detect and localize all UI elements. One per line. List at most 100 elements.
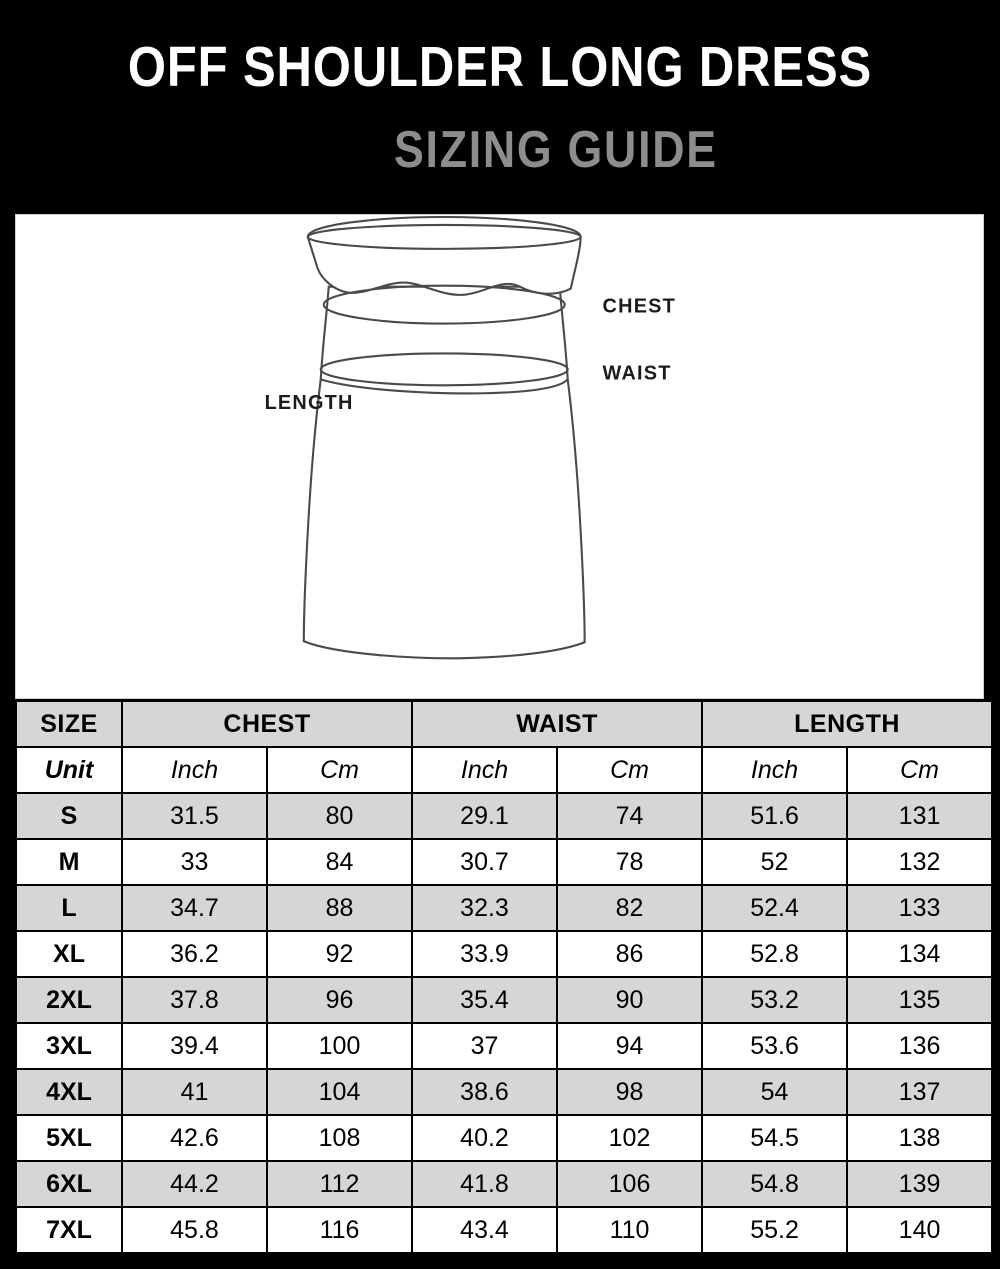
unit-length-cm: Cm	[846, 746, 994, 794]
length-cm-cell: 134	[846, 930, 994, 978]
unit-chest-inch: Inch	[121, 746, 268, 794]
size-cell: 7XL	[15, 1206, 123, 1254]
sizing-table-container: SIZE CHEST WAIST LENGTH Unit Inch Cm Inc…	[15, 700, 994, 1254]
waist-cm-cell: 110	[556, 1206, 704, 1254]
waist-inch-cell: 41.8	[411, 1160, 559, 1208]
dress-diagram: LENGTH CHEST WAIST	[265, 215, 676, 660]
table-body: S 31.5 80 29.1 74 51.6 131 M 33 84 30.7 78 52 132 L 34.…	[15, 792, 994, 1254]
waist-cm-cell: 102	[556, 1114, 704, 1162]
table-row: L 34.7 88 32.3 82 52.4 133	[15, 884, 994, 932]
unit-waist-inch: Inch	[411, 746, 559, 794]
chest-inch-cell: 34.7	[121, 884, 268, 932]
table-row: 5XL 42.6 108 40.2 102 54.5 138	[15, 1114, 994, 1162]
length-inch-cell: 52	[701, 838, 849, 886]
table-group-header-row: SIZE CHEST WAIST LENGTH	[15, 700, 994, 748]
waist-inch-cell: 37	[411, 1022, 559, 1070]
table-row: 2XL 37.8 96 35.4 90 53.2 135	[15, 976, 994, 1024]
header-chest: CHEST	[120, 700, 414, 748]
waist-inch-cell: 35.4	[411, 976, 559, 1024]
page-subtitle: SIZING GUIDE	[394, 121, 718, 179]
waist-inch-cell: 32.3	[411, 884, 559, 932]
waist-inch-cell: 33.9	[411, 930, 559, 978]
waist-cm-cell: 74	[556, 792, 704, 840]
chest-inch-cell: 45.8	[121, 1206, 268, 1254]
size-cell: 3XL	[15, 1022, 123, 1070]
chest-cm-cell: 116	[265, 1206, 414, 1254]
table-row: 7XL 45.8 116 43.4 110 55.2 140	[15, 1206, 994, 1254]
chest-inch-cell: 44.2	[121, 1160, 268, 1208]
length-inch-cell: 54	[701, 1068, 849, 1116]
length-inch-cell: 52.8	[701, 930, 849, 978]
size-cell: L	[15, 884, 123, 932]
chest-cm-cell: 104	[265, 1068, 414, 1116]
waist-cm-cell: 86	[556, 930, 704, 978]
chest-cm-cell: 100	[265, 1022, 414, 1070]
length-inch-cell: 55.2	[701, 1206, 849, 1254]
length-inch-cell: 53.6	[701, 1022, 849, 1070]
length-inch-cell: 52.4	[701, 884, 849, 932]
length-cm-cell: 137	[846, 1068, 994, 1116]
unit-waist-cm: Cm	[556, 746, 704, 794]
chest-inch-cell: 42.6	[121, 1114, 268, 1162]
length-cm-cell: 138	[846, 1114, 994, 1162]
chest-inch-cell: 39.4	[121, 1022, 268, 1070]
flounce-rim-ellipse	[306, 223, 582, 250]
chest-inch-cell: 33	[121, 838, 268, 886]
table-row: S 31.5 80 29.1 74 51.6 131	[15, 792, 994, 840]
size-cell: XL	[15, 930, 123, 978]
waist-cm-cell: 106	[556, 1160, 704, 1208]
table-row: 4XL 41 104 38.6 98 54 137	[15, 1068, 994, 1116]
waist-label: WAIST	[603, 362, 672, 384]
chest-cm-cell: 84	[265, 838, 414, 886]
table-row: 3XL 39.4 100 37 94 53.6 136	[15, 1022, 994, 1070]
dress-bodice	[319, 285, 569, 395]
waist-cm-cell: 78	[556, 838, 704, 886]
chest-cm-cell: 96	[265, 976, 414, 1024]
chest-cm-cell: 92	[265, 930, 414, 978]
length-label: LENGTH	[265, 392, 354, 414]
chest-cm-cell: 88	[265, 884, 414, 932]
chest-inch-cell: 41	[121, 1068, 268, 1116]
waist-cm-cell: 98	[556, 1068, 704, 1116]
waist-cm-cell: 94	[556, 1022, 704, 1070]
page-title: OFF SHOULDER LONG DRESS	[127, 35, 873, 99]
size-cell: 2XL	[15, 976, 123, 1024]
waist-measure-ellipse	[319, 352, 569, 387]
unit-length-inch: Inch	[701, 746, 849, 794]
waist-inch-cell: 38.6	[411, 1068, 559, 1116]
chest-inch-cell: 36.2	[121, 930, 268, 978]
chest-cm-cell: 80	[265, 792, 414, 840]
chest-label: CHEST	[603, 296, 676, 318]
length-inch-cell: 53.2	[701, 976, 849, 1024]
size-cell: 6XL	[15, 1160, 123, 1208]
length-inch-cell: 51.6	[701, 792, 849, 840]
dress-skirt	[302, 378, 586, 660]
waist-cm-cell: 82	[556, 884, 704, 932]
garment-illustration-panel: LENGTH CHEST WAIST	[15, 214, 984, 699]
header-size: SIZE	[15, 700, 123, 748]
table-row: 6XL 44.2 112 41.8 106 54.8 139	[15, 1160, 994, 1208]
waist-cm-cell: 90	[556, 976, 704, 1024]
chest-inch-cell: 37.8	[121, 976, 268, 1024]
length-cm-cell: 132	[846, 838, 994, 886]
length-cm-cell: 136	[846, 1022, 994, 1070]
unit-chest-cm: Cm	[265, 746, 414, 794]
length-cm-cell: 133	[846, 884, 994, 932]
size-cell: S	[15, 792, 123, 840]
waist-inch-cell: 40.2	[411, 1114, 559, 1162]
length-cm-cell: 135	[846, 976, 994, 1024]
size-cell: 4XL	[15, 1068, 123, 1116]
table-row: XL 36.2 92 33.9 86 52.8 134	[15, 930, 994, 978]
length-cm-cell: 140	[846, 1206, 994, 1254]
sizing-table: SIZE CHEST WAIST LENGTH Unit Inch Cm Inc…	[15, 700, 994, 1254]
chest-cm-cell: 108	[265, 1114, 414, 1162]
header-length: LENGTH	[701, 700, 994, 748]
waist-inch-cell: 30.7	[411, 838, 559, 886]
waist-inch-cell: 43.4	[411, 1206, 559, 1254]
chest-cm-cell: 112	[265, 1160, 414, 1208]
length-cm-cell: 131	[846, 792, 994, 840]
waist-inch-cell: 29.1	[411, 792, 559, 840]
chest-measure-ellipse	[322, 284, 566, 325]
length-cm-cell: 139	[846, 1160, 994, 1208]
